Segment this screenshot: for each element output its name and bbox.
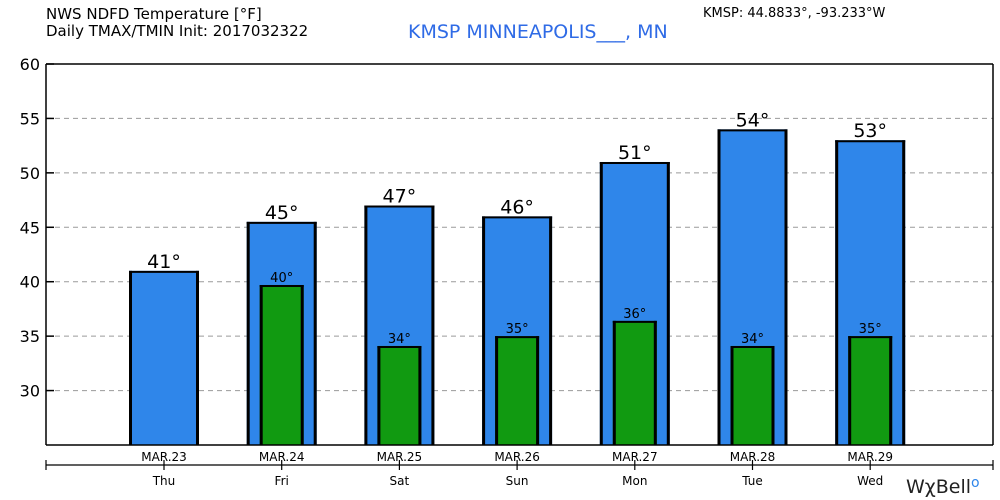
day-label-Thu: Thu bbox=[152, 474, 176, 488]
tmin-bar-MAR.29 bbox=[848, 336, 893, 445]
date-label-MAR.25: MAR.25 bbox=[377, 450, 423, 464]
tmax-label-MAR.28: 54° bbox=[736, 109, 770, 131]
tmax-label-MAR.27: 51° bbox=[618, 142, 652, 164]
day-label-Sun: Sun bbox=[506, 474, 529, 488]
tmin-bar-MAR.25 bbox=[377, 345, 422, 445]
tmax-label-MAR.23: 41° bbox=[147, 251, 181, 273]
y-tick-label-30: 30 bbox=[20, 382, 40, 401]
date-label-MAR.27: MAR.27 bbox=[612, 450, 658, 464]
tmax-label-MAR.25: 47° bbox=[383, 186, 417, 208]
day-label-Fri: Fri bbox=[275, 474, 289, 488]
y-tick-label-40: 40 bbox=[20, 273, 40, 292]
day-label-Tue: Tue bbox=[741, 474, 763, 488]
brand-logo-dot: o bbox=[971, 475, 980, 491]
date-label-MAR.26: MAR.26 bbox=[494, 450, 540, 464]
tmin-label-MAR.28: 34° bbox=[741, 332, 764, 347]
tmax-label-MAR.24: 45° bbox=[265, 202, 299, 224]
tmin-label-MAR.25: 34° bbox=[388, 332, 411, 347]
y-tick-label-45: 45 bbox=[20, 218, 40, 237]
day-label-Sat: Sat bbox=[390, 474, 410, 488]
y-tick-label-35: 35 bbox=[20, 327, 40, 346]
tmax-label-MAR.26: 46° bbox=[500, 196, 534, 218]
brand-logo-text: WχBell bbox=[906, 476, 972, 498]
chart-title-line1: NWS NDFD Temperature [°F] bbox=[46, 5, 262, 23]
date-label-MAR.28: MAR.28 bbox=[730, 450, 776, 464]
date-label-MAR.23: MAR.23 bbox=[141, 450, 187, 464]
tmin-label-MAR.26: 35° bbox=[506, 322, 529, 337]
tmin-label-MAR.27: 36° bbox=[623, 307, 646, 322]
station-name: KMSP MINNEAPOLIS___, MN bbox=[408, 21, 668, 43]
tmax-label-MAR.29: 53° bbox=[853, 120, 887, 142]
tmax-bar-MAR.23 bbox=[129, 270, 199, 445]
y-tick-label-55: 55 bbox=[20, 109, 40, 128]
brand-logo: WχBello bbox=[906, 475, 980, 498]
tmin-bar-MAR.26 bbox=[495, 336, 540, 445]
tmin-bar-MAR.28 bbox=[730, 345, 775, 445]
tmin-label-MAR.24: 40° bbox=[270, 271, 293, 286]
day-label-Wed: Wed bbox=[857, 474, 883, 488]
y-tick-label-50: 50 bbox=[20, 164, 40, 183]
tmin-label-MAR.29: 35° bbox=[859, 322, 882, 337]
date-label-MAR.29: MAR.29 bbox=[847, 450, 893, 464]
chart-title-line2: Daily TMAX/TMIN Init: 2017032322 bbox=[46, 22, 309, 40]
station-coordinates: KMSP: 44.8833°, -93.233°W bbox=[703, 6, 886, 21]
date-label-MAR.24: MAR.24 bbox=[259, 450, 305, 464]
tmin-bar-MAR.24 bbox=[259, 284, 304, 445]
day-label-Mon: Mon bbox=[622, 474, 647, 488]
y-tick-label-60: 60 bbox=[20, 55, 40, 74]
tmin-bar-MAR.27 bbox=[612, 320, 657, 445]
